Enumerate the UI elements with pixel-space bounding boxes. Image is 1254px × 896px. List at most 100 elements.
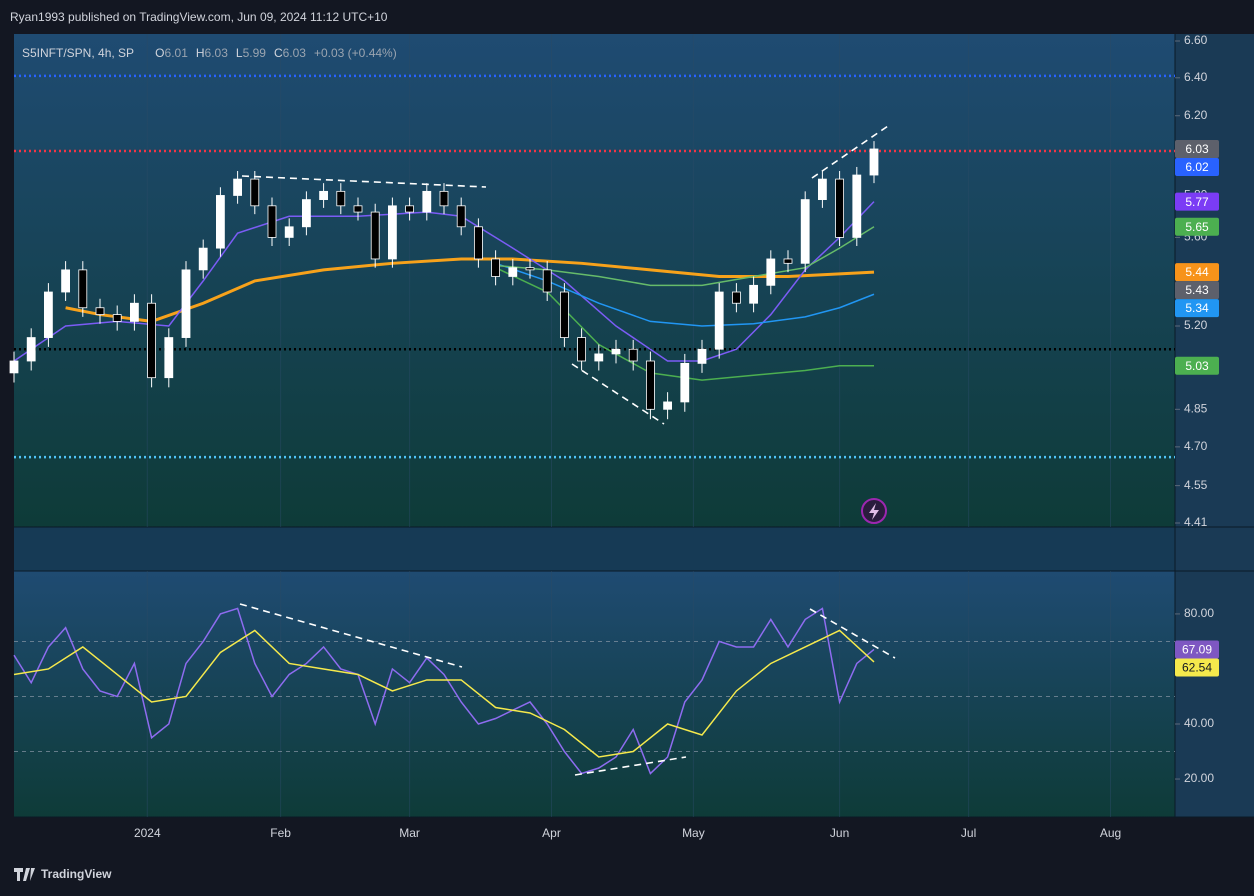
y-tick-label: 6.20 — [1184, 108, 1208, 122]
candle-body — [783, 258, 793, 264]
candle-body — [147, 302, 157, 379]
candle-body — [508, 267, 518, 277]
price-label-box — [1175, 139, 1219, 158]
candle-body — [852, 174, 862, 238]
x-tick-label: Jun — [830, 826, 849, 840]
y-tick-label: 80.00 — [1184, 606, 1214, 620]
logo — [14, 868, 35, 881]
legend-value: 5.99 — [243, 46, 267, 60]
trendline — [811, 125, 889, 179]
candle-body — [456, 205, 466, 228]
candle-body — [646, 360, 655, 410]
legend-key: L — [236, 46, 243, 60]
y-tick-label: 20.00 — [1184, 771, 1214, 785]
candle-body — [542, 269, 552, 293]
candle-body — [9, 360, 19, 374]
y-tick-label: 4.55 — [1184, 478, 1208, 492]
y-tick-label: 4.41 — [1184, 515, 1208, 529]
price-label: 5.65 — [1185, 220, 1209, 234]
price-label-box — [1175, 356, 1219, 375]
candle-body — [439, 190, 449, 207]
candle-body — [319, 190, 329, 200]
legend: S5INFT/SPN, 4h, SP O6.01 H6.03 L5.99 C6.03 +… — [22, 46, 397, 60]
candle-body — [95, 307, 105, 315]
candle-body — [714, 291, 724, 350]
candle-body — [663, 401, 672, 410]
candle-body — [198, 247, 208, 271]
candle-body — [129, 302, 139, 322]
candle-body — [405, 205, 415, 213]
price-label-box — [1175, 157, 1219, 176]
x-tick-label: Aug — [1100, 826, 1121, 840]
candle-body — [181, 269, 191, 338]
line — [65, 257, 875, 323]
y-tick-label: 6.40 — [1184, 70, 1208, 84]
y-tick-label: 5.20 — [1184, 318, 1208, 332]
trendline — [239, 603, 463, 668]
price-label: 67.09 — [1182, 643, 1212, 657]
trendline — [241, 175, 487, 188]
candle-body — [818, 178, 827, 200]
candle-body — [680, 362, 690, 403]
candle-body — [336, 190, 346, 207]
price-label: 5.44 — [1185, 265, 1209, 279]
price-label-box — [1175, 217, 1219, 236]
price-label: 5.77 — [1185, 195, 1209, 209]
candle-body — [628, 348, 638, 362]
candle-body — [267, 205, 277, 238]
candle-body — [44, 291, 53, 338]
price-label-box — [1175, 299, 1219, 318]
trendlines — [239, 125, 896, 776]
legend-change: +0.03 (+0.44%) — [314, 46, 397, 60]
price-label-box — [1175, 263, 1219, 282]
candle-body — [732, 291, 741, 304]
candle-body — [26, 337, 36, 362]
candle-body — [594, 353, 604, 362]
candle-body — [370, 211, 380, 260]
candle-body — [869, 148, 879, 176]
candle-body — [611, 348, 621, 355]
line — [13, 201, 875, 362]
x-tick-label: Feb — [270, 826, 291, 840]
trendline — [809, 608, 896, 659]
line — [495, 226, 875, 287]
candle-body — [473, 226, 483, 260]
x-tick-label: Jul — [961, 826, 976, 840]
candle-body — [387, 205, 397, 260]
candle-body — [560, 291, 569, 338]
candle-body — [491, 258, 501, 277]
x-tick-label: 2024 — [134, 826, 161, 840]
brand: TradingView — [41, 867, 112, 881]
price-label: 62.54 — [1182, 661, 1212, 675]
x-tick-label: Apr — [542, 826, 561, 840]
trendline — [574, 756, 687, 776]
candle-body — [301, 199, 311, 228]
price-label: 6.03 — [1185, 142, 1209, 156]
price-label: 5.43 — [1185, 283, 1209, 297]
x-tick-label: Mar — [399, 826, 420, 840]
candle-body — [61, 269, 70, 293]
legend-value: 6.01 — [165, 46, 189, 60]
candle-body — [250, 178, 260, 207]
candle-body — [78, 269, 88, 309]
candle-body — [112, 314, 122, 322]
alert-icon-bolt — [869, 503, 879, 520]
y-tick-label: 40.00 — [1184, 716, 1214, 730]
candle-body — [353, 205, 363, 213]
line — [13, 607, 875, 775]
line — [13, 629, 875, 758]
price-label: 5.34 — [1185, 301, 1209, 315]
rsi-pane — [14, 571, 1175, 817]
candle-body — [215, 195, 225, 249]
marks — [9, 141, 879, 775]
price-label-box — [1175, 658, 1219, 677]
legend-value: 6.03 — [283, 46, 307, 60]
candle-body — [749, 284, 758, 304]
candle-body — [800, 199, 810, 264]
candle-body — [164, 337, 174, 379]
trendline — [571, 363, 665, 425]
publisher: Ryan1993 published on TradingView.com, J… — [10, 10, 388, 24]
legend-value: 6.03 — [205, 46, 229, 60]
candle-body — [766, 258, 776, 286]
price-label-box — [1175, 281, 1219, 300]
